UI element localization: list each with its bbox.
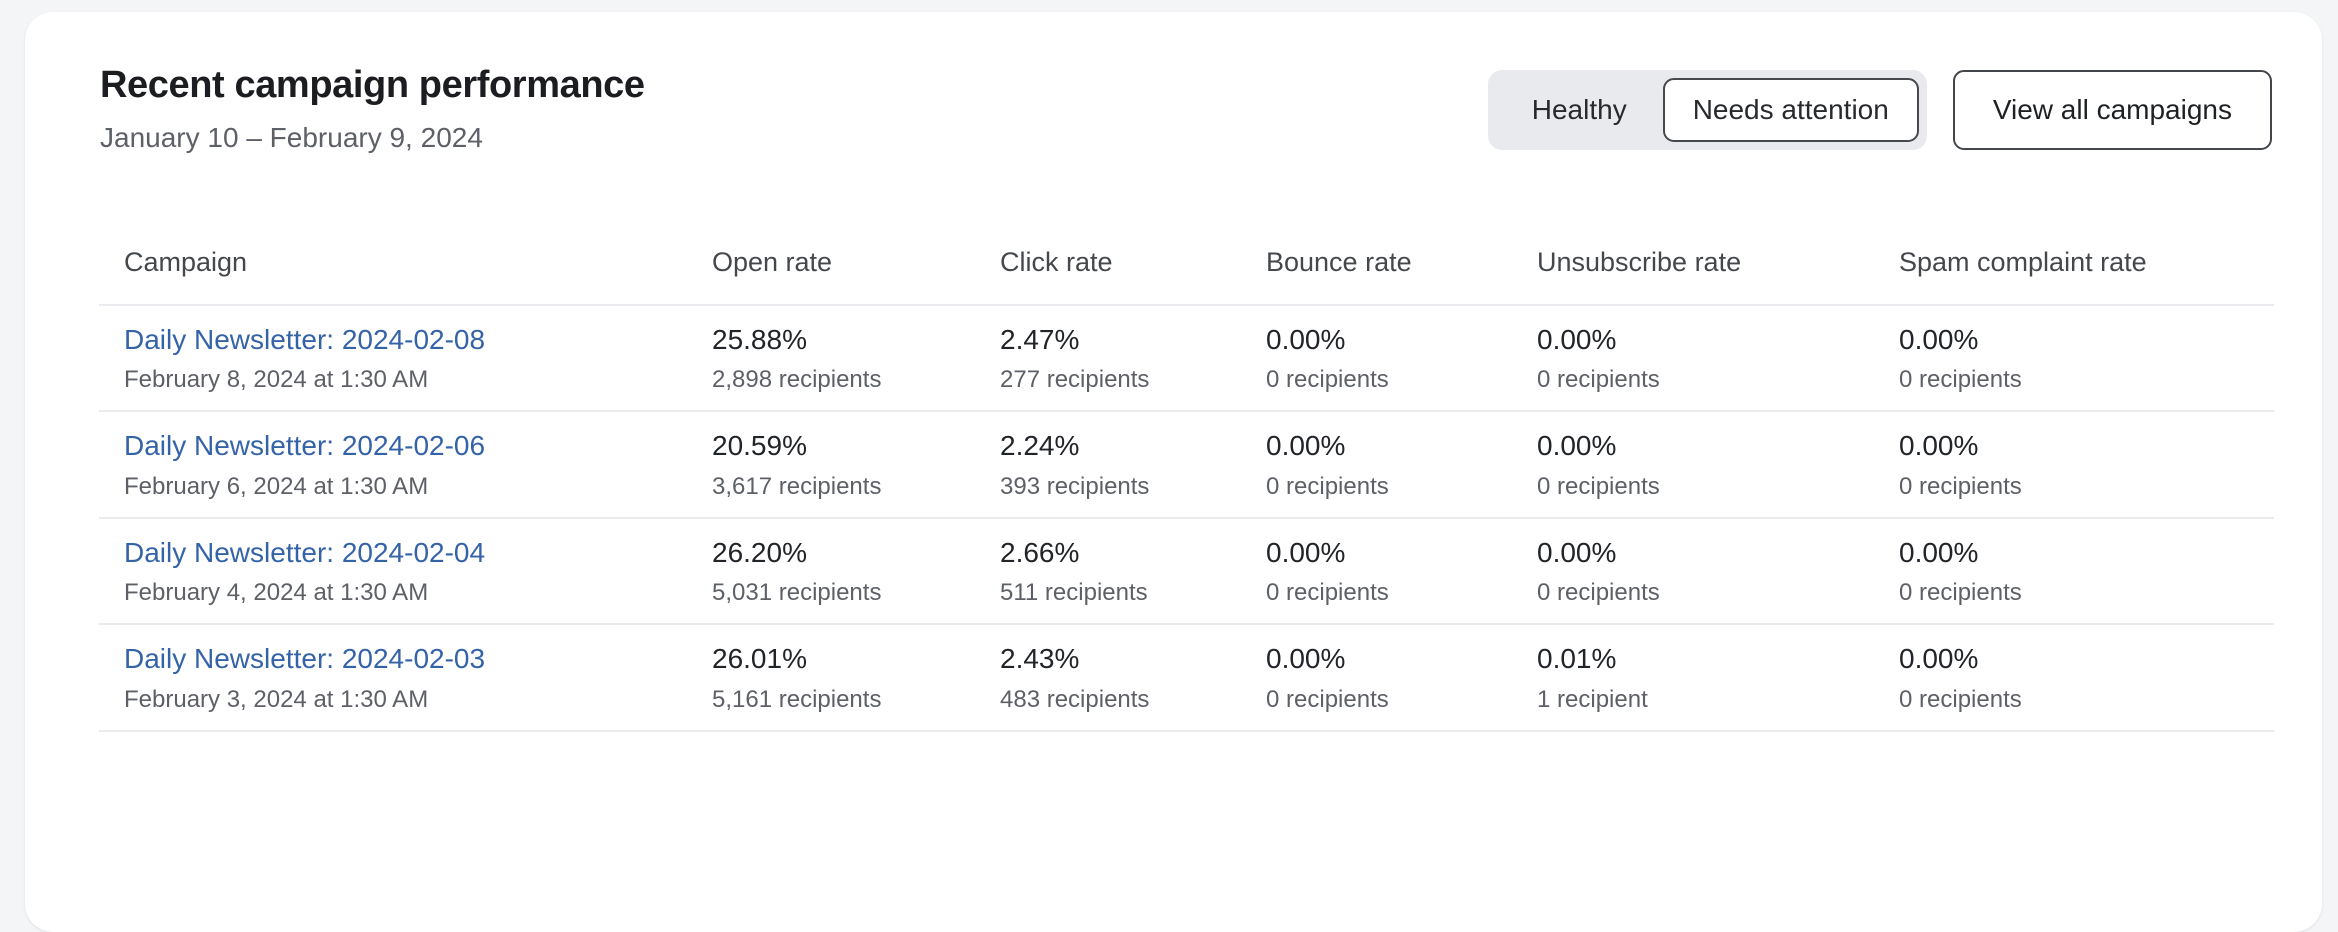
spam-complaint-rate-recipients: 0 recipients — [1899, 472, 2022, 500]
click-rate-cell: 2.24% 393 recipients — [1000, 429, 1266, 502]
bounce-rate-recipients: 0 recipients — [1266, 686, 1389, 714]
unsubscribe-rate-cell: 0.01% 1 recipient — [1537, 642, 1899, 715]
unsubscribe-rate-value: 0.00% — [1537, 536, 1617, 568]
spam-complaint-rate-recipients: 0 recipients — [1899, 686, 2022, 714]
column-header-bounce-rate: Bounce rate — [1266, 246, 1412, 277]
bounce-rate-value: 0.00% — [1266, 430, 1346, 462]
campaign-sent-date: February 8, 2024 at 1:30 AM — [124, 366, 429, 394]
spam-complaint-rate-cell: 0.00% 0 recipients — [1899, 323, 2274, 396]
filter-healthy-button[interactable]: Healthy — [1496, 78, 1663, 142]
campaign-link[interactable]: Daily Newsletter: 2024-02-03 — [124, 643, 486, 675]
bounce-rate-recipients: 0 recipients — [1266, 472, 1389, 500]
table-row: Daily Newsletter: 2024-02-04 February 4,… — [99, 519, 2274, 626]
campaign-sent-date: February 6, 2024 at 1:30 AM — [124, 472, 429, 500]
open-rate-cell: 26.01% 5,161 recipients — [712, 642, 1000, 715]
bounce-rate-value: 0.00% — [1266, 323, 1346, 355]
click-rate-recipients: 393 recipients — [1000, 472, 1150, 500]
campaign-cell: Daily Newsletter: 2024-02-08 February 8,… — [99, 323, 712, 396]
table-row: Daily Newsletter: 2024-02-06 February 6,… — [99, 412, 2274, 519]
column-header-unsubscribe-rate: Unsubscribe rate — [1537, 246, 1742, 277]
table-body: Daily Newsletter: 2024-02-08 February 8,… — [99, 306, 2274, 733]
status-filter-segmented-control: Healthy Needs attention — [1487, 70, 1927, 150]
spam-complaint-rate-value: 0.00% — [1899, 430, 1979, 462]
click-rate-cell: 2.66% 511 recipients — [1000, 536, 1266, 609]
spam-complaint-rate-recipients: 0 recipients — [1899, 579, 2022, 607]
click-rate-recipients: 277 recipients — [1000, 366, 1150, 394]
unsubscribe-rate-recipients: 0 recipients — [1537, 472, 1660, 500]
click-rate-value: 2.66% — [1000, 536, 1080, 568]
click-rate-value: 2.47% — [1000, 323, 1080, 355]
campaign-link[interactable]: Daily Newsletter: 2024-02-04 — [124, 536, 486, 568]
click-rate-recipients: 511 recipients — [1000, 579, 1148, 607]
view-all-campaigns-button[interactable]: View all campaigns — [1952, 70, 2272, 150]
unsubscribe-rate-recipients: 0 recipients — [1537, 579, 1660, 607]
unsubscribe-rate-value: 0.00% — [1537, 323, 1617, 355]
bounce-rate-cell: 0.00% 0 recipients — [1266, 642, 1537, 715]
open-rate-value: 26.01% — [712, 643, 807, 675]
filter-needs-attention-button[interactable]: Needs attention — [1662, 78, 1919, 142]
campaign-link[interactable]: Daily Newsletter: 2024-02-08 — [124, 323, 486, 355]
unsubscribe-rate-cell: 0.00% 0 recipients — [1537, 536, 1899, 609]
bounce-rate-cell: 0.00% 0 recipients — [1266, 536, 1537, 609]
campaign-sent-date: February 3, 2024 at 1:30 AM — [124, 686, 429, 714]
table-row: Daily Newsletter: 2024-02-03 February 3,… — [99, 625, 2274, 733]
campaign-table: Campaign Open rate Click rate Bounce rat… — [99, 247, 2274, 733]
unsubscribe-rate-recipients: 0 recipients — [1537, 366, 1660, 394]
card-header: Recent campaign performance January 10 –… — [25, 12, 2322, 155]
open-rate-cell: 25.88% 2,898 recipients — [712, 323, 1000, 396]
table-header-row: Campaign Open rate Click rate Bounce rat… — [99, 247, 2274, 306]
open-rate-recipients: 3,617 recipients — [712, 472, 882, 500]
click-rate-value: 2.24% — [1000, 430, 1080, 462]
date-range: January 10 – February 9, 2024 — [100, 121, 483, 153]
column-header-spam-complaint-rate: Spam complaint rate — [1899, 246, 2147, 277]
open-rate-value: 20.59% — [712, 430, 807, 462]
open-rate-recipients: 5,161 recipients — [712, 686, 882, 714]
column-header-open-rate: Open rate — [712, 246, 833, 277]
bounce-rate-cell: 0.00% 0 recipients — [1266, 429, 1537, 502]
open-rate-value: 26.20% — [712, 536, 807, 568]
open-rate-recipients: 2,898 recipients — [712, 366, 882, 394]
open-rate-value: 25.88% — [712, 323, 807, 355]
click-rate-value: 2.43% — [1000, 643, 1080, 675]
campaign-sent-date: February 4, 2024 at 1:30 AM — [124, 579, 429, 607]
campaign-cell: Daily Newsletter: 2024-02-04 February 4,… — [99, 536, 712, 609]
open-rate-recipients: 5,031 recipients — [712, 579, 882, 607]
bounce-rate-cell: 0.00% 0 recipients — [1266, 323, 1537, 396]
click-rate-cell: 2.43% 483 recipients — [1000, 642, 1266, 715]
unsubscribe-rate-value: 0.01% — [1537, 643, 1617, 675]
bounce-rate-recipients: 0 recipients — [1266, 579, 1389, 607]
campaign-cell: Daily Newsletter: 2024-02-03 February 3,… — [99, 642, 712, 715]
spam-complaint-rate-value: 0.00% — [1899, 323, 1979, 355]
campaign-link[interactable]: Daily Newsletter: 2024-02-06 — [124, 430, 486, 462]
unsubscribe-rate-value: 0.00% — [1537, 430, 1617, 462]
column-header-click-rate: Click rate — [1000, 246, 1113, 277]
unsubscribe-rate-cell: 0.00% 0 recipients — [1537, 429, 1899, 502]
spam-complaint-rate-cell: 0.00% 0 recipients — [1899, 536, 2274, 609]
spam-complaint-rate-recipients: 0 recipients — [1899, 366, 2022, 394]
spam-complaint-rate-value: 0.00% — [1899, 643, 1979, 675]
column-header-campaign: Campaign — [124, 246, 248, 277]
click-rate-recipients: 483 recipients — [1000, 686, 1150, 714]
table-row: Daily Newsletter: 2024-02-08 February 8,… — [99, 306, 2274, 413]
bounce-rate-recipients: 0 recipients — [1266, 366, 1389, 394]
bounce-rate-value: 0.00% — [1266, 643, 1346, 675]
spam-complaint-rate-value: 0.00% — [1899, 536, 1979, 568]
page-title: Recent campaign performance — [100, 64, 645, 106]
unsubscribe-rate-recipients: 1 recipient — [1537, 686, 1648, 714]
header-controls: Healthy Needs attention View all campaig… — [1487, 70, 2272, 150]
click-rate-cell: 2.47% 277 recipients — [1000, 323, 1266, 396]
unsubscribe-rate-cell: 0.00% 0 recipients — [1537, 323, 1899, 396]
open-rate-cell: 20.59% 3,617 recipients — [712, 429, 1000, 502]
spam-complaint-rate-cell: 0.00% 0 recipients — [1899, 429, 2274, 502]
card-titles: Recent campaign performance January 10 –… — [100, 64, 645, 155]
bounce-rate-value: 0.00% — [1266, 536, 1346, 568]
campaign-performance-card: Recent campaign performance January 10 –… — [25, 12, 2322, 932]
spam-complaint-rate-cell: 0.00% 0 recipients — [1899, 642, 2274, 715]
open-rate-cell: 26.20% 5,031 recipients — [712, 536, 1000, 609]
campaign-cell: Daily Newsletter: 2024-02-06 February 6,… — [99, 429, 712, 502]
